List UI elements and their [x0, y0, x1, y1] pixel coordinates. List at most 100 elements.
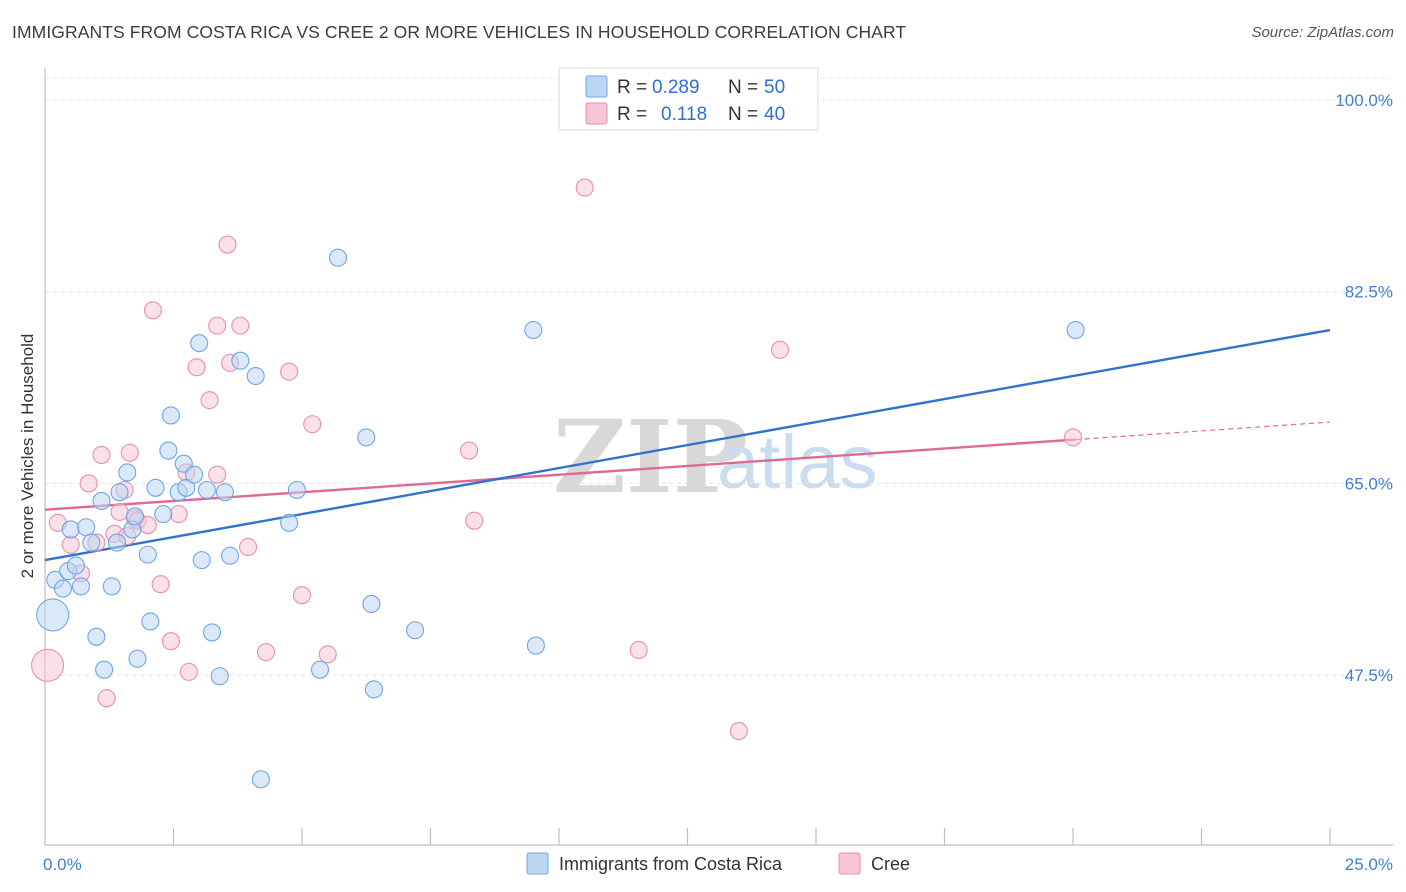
legend-swatch-costa-rica — [585, 75, 608, 98]
point-costa-rica-34 — [215, 483, 234, 502]
point-cree-19 — [169, 505, 188, 524]
bottom-legend-label-cree: Cree — [871, 854, 910, 874]
point-costa-rica-29 — [190, 334, 209, 353]
trend-line-costa-rica — [44, 328, 1331, 562]
point-costa-rica-12 — [102, 577, 121, 596]
point-costa-rica-44 — [362, 594, 381, 613]
x-tick-label-min: 0.0% — [43, 855, 82, 874]
point-costa-rica-6 — [71, 577, 91, 596]
bottom-legend-label-costa-rica: Immigrants from Costa Rica — [559, 854, 783, 874]
x-tick-label-max: 25.0% — [1345, 855, 1393, 874]
point-cree-38 — [629, 640, 648, 660]
watermark-zip: ZIP — [553, 398, 748, 516]
point-cree-16 — [143, 301, 162, 320]
point-costa-rica-49 — [1066, 320, 1085, 340]
point-costa-rica-35 — [220, 546, 240, 565]
point-costa-rica-48 — [526, 636, 545, 655]
point-cree-29 — [238, 537, 258, 557]
point-cree-26 — [218, 235, 237, 254]
point-costa-rica-41 — [310, 660, 330, 679]
point-costa-rica-28 — [185, 465, 204, 484]
point-costa-rica-36 — [231, 351, 250, 370]
y-tick-label-1: 65.0% — [1345, 474, 1393, 493]
series-legend: Immigrants from Costa Rica Cree — [526, 852, 910, 875]
legend-r-value-cree: 0.118 — [661, 104, 707, 125]
point-costa-rica-10 — [92, 491, 111, 510]
point-costa-rica-23 — [159, 441, 178, 460]
point-cree-12 — [120, 443, 139, 462]
point-costa-rica-15 — [118, 463, 137, 482]
axes — [44, 68, 1393, 846]
chart-title: IMMIGRANTS FROM COSTA RICA VS CREE 2 OR … — [12, 22, 907, 42]
point-costa-rica-40 — [287, 480, 306, 500]
legend-r-label-costa-rica: R = — [617, 77, 647, 98]
point-cree-39 — [729, 721, 748, 741]
point-costa-rica-47 — [524, 320, 543, 340]
point-cree-34 — [318, 645, 337, 664]
correlation-legend: R = 0.289 N = 50 R = 0.118 N = 40 — [558, 67, 819, 131]
legend-n-value-costa-rica: 50 — [764, 77, 785, 98]
legend-n-value-cree: 40 — [764, 104, 785, 125]
point-cree-25 — [208, 465, 227, 484]
legend-swatch-cree — [585, 102, 608, 125]
point-cree-28 — [231, 316, 250, 335]
y-tick-label-3: 100.0% — [1335, 91, 1393, 110]
legend-n-label-cree: N = — [728, 104, 758, 125]
point-costa-rica-8 — [82, 533, 101, 552]
point-cree-33 — [303, 415, 322, 434]
point-costa-rica-31 — [197, 480, 216, 500]
point-cree-32 — [292, 586, 312, 605]
data-points — [31, 178, 1085, 789]
point-costa-rica-24 — [161, 406, 180, 425]
point-cree-21 — [179, 662, 198, 681]
point-costa-rica-37 — [246, 366, 265, 386]
point-cree-7 — [97, 689, 116, 708]
point-costa-rica-33 — [210, 667, 229, 686]
point-costa-rica-38 — [251, 770, 270, 789]
point-costa-rica-18 — [128, 649, 147, 668]
y-axis-label: 2 or more Vehicles in Household — [18, 334, 37, 579]
trend-line-cree-extension — [1075, 421, 1331, 441]
point-cree-17 — [151, 575, 170, 594]
point-costa-rica-20 — [141, 612, 160, 631]
point-cree-36 — [465, 511, 484, 530]
trend-lines — [44, 328, 1331, 562]
point-cree-6 — [92, 445, 111, 464]
point-costa-rica-42 — [328, 248, 348, 267]
point-cree-0 — [31, 648, 65, 682]
legend-r-label-cree: R = — [617, 104, 647, 125]
point-costa-rica-46 — [406, 621, 425, 640]
source-label: Source: ZipAtlas.com — [1251, 24, 1394, 41]
point-costa-rica-22 — [154, 505, 173, 524]
point-costa-rica-2 — [53, 579, 73, 598]
point-costa-rica-45 — [364, 680, 384, 699]
point-cree-30 — [256, 643, 276, 662]
point-costa-rica-17 — [125, 507, 144, 526]
point-cree-31 — [280, 362, 299, 381]
point-costa-rica-32 — [203, 623, 222, 642]
point-cree-41 — [1063, 428, 1083, 447]
tick-labels: 47.5% 65.0% 82.5% 100.0% 0.0% 25.0% — [43, 91, 1393, 874]
legend-r-value-costa-rica: 0.289 — [652, 77, 700, 98]
point-costa-rica-0 — [36, 598, 70, 632]
point-costa-rica-7 — [77, 518, 96, 537]
point-cree-22 — [187, 358, 206, 377]
point-cree-9 — [110, 502, 129, 521]
point-cree-35 — [459, 441, 479, 460]
y-tick-label-2: 82.5% — [1345, 283, 1393, 302]
point-costa-rica-43 — [357, 428, 376, 447]
point-costa-rica-30 — [192, 551, 211, 570]
legend-n-label-costa-rica: N = — [728, 77, 758, 98]
point-costa-rica-19 — [138, 545, 157, 564]
point-cree-40 — [770, 340, 790, 359]
point-cree-18 — [161, 632, 180, 651]
point-costa-rica-13 — [107, 533, 127, 552]
point-cree-2 — [61, 535, 80, 554]
trend-line-cree — [44, 438, 1076, 511]
point-costa-rica-21 — [146, 478, 165, 497]
point-costa-rica-39 — [280, 513, 299, 532]
point-cree-24 — [208, 316, 227, 335]
point-costa-rica-11 — [95, 660, 114, 679]
point-cree-37 — [575, 178, 594, 197]
